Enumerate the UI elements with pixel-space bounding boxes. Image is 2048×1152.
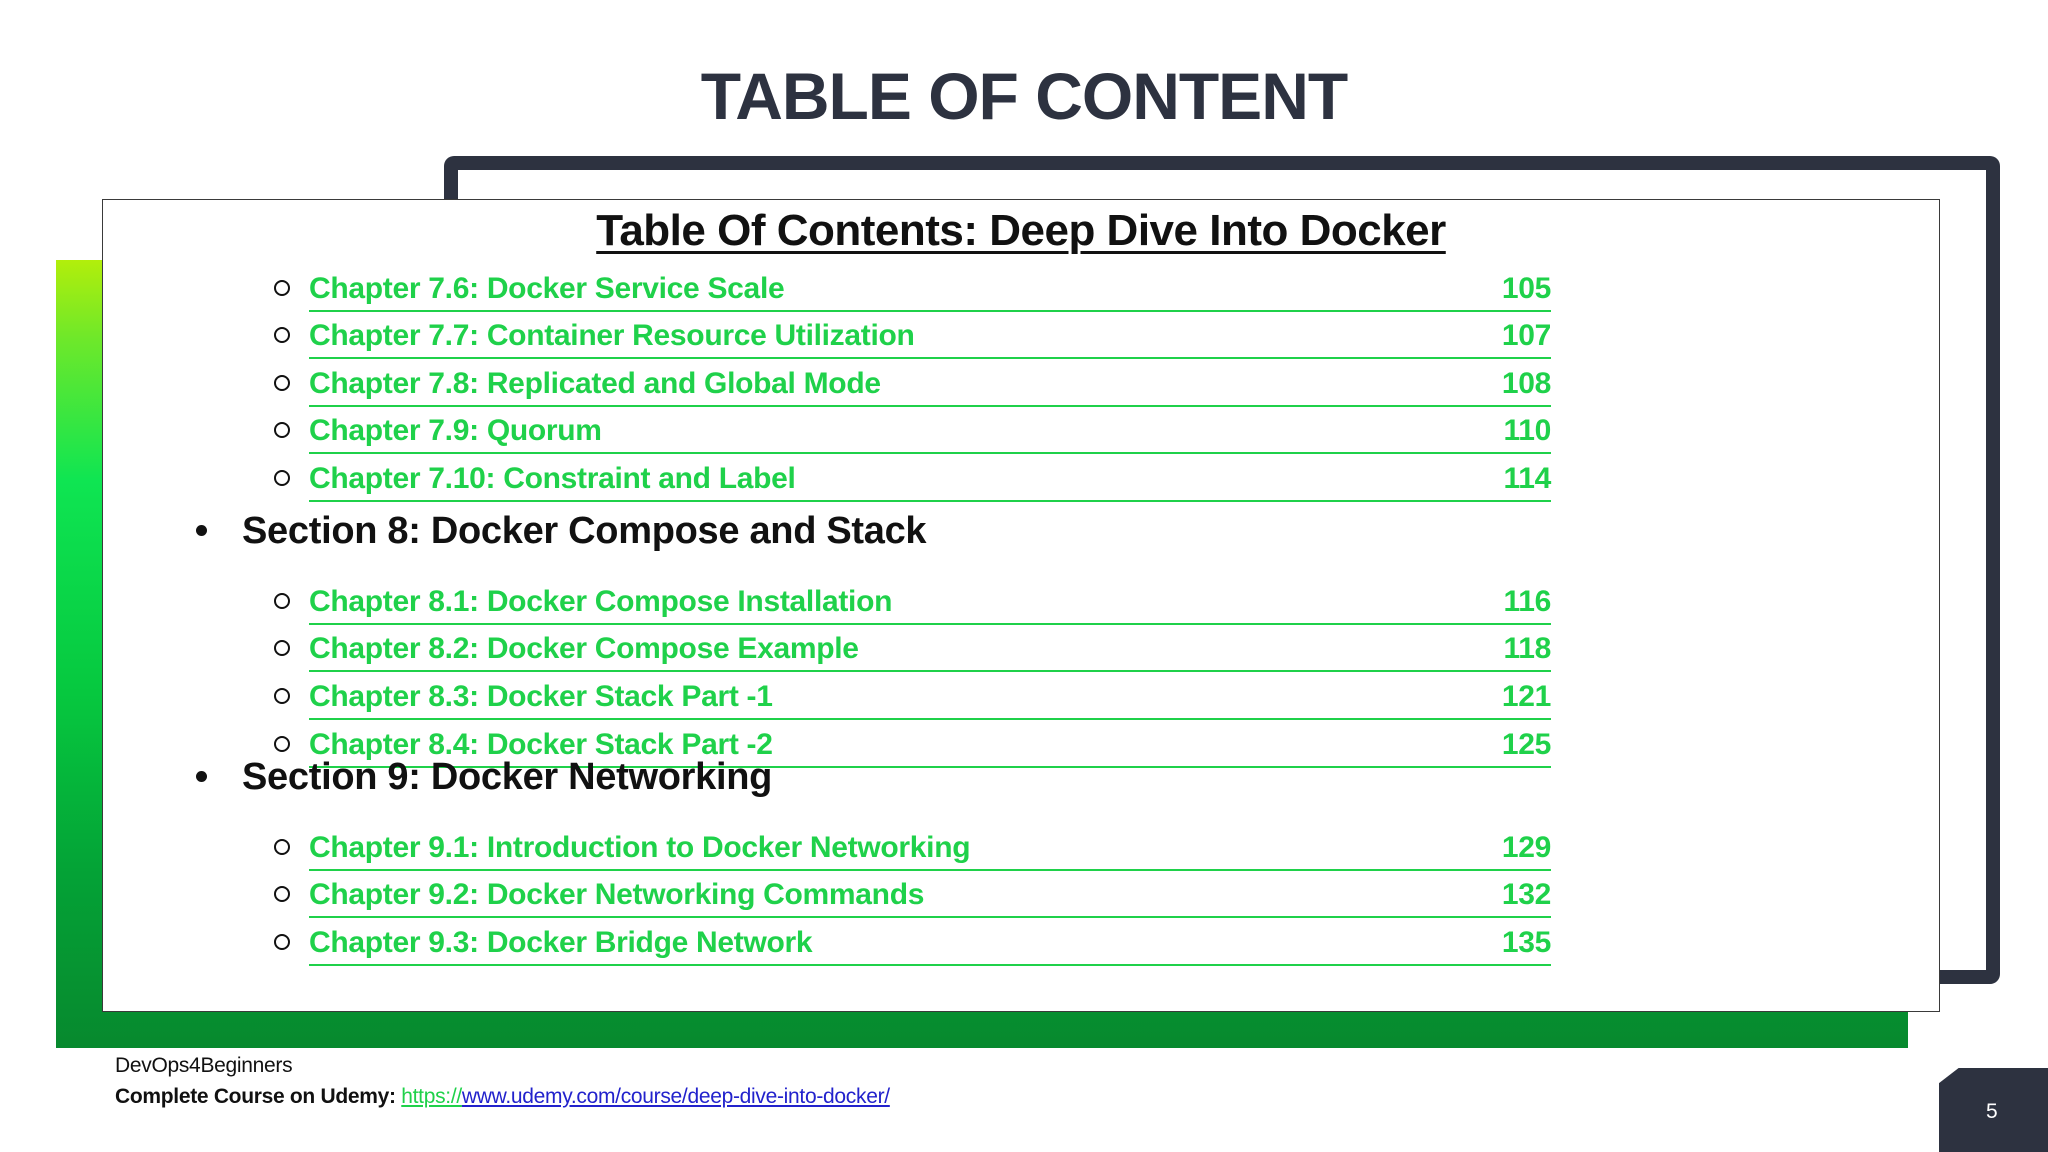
toc-chapter-item[interactable]: Chapter 7.8: Replicated and Global Mode 1… [0, 365, 2048, 409]
toc-chapter-label: Chapter 8.1: Docker Compose Installation [309, 585, 893, 618]
circle-bullet-icon [274, 593, 290, 609]
toc-chapter-item[interactable]: Chapter 9.1: Introduction to Docker Netw… [0, 829, 2048, 873]
toc-chapter-link[interactable]: Chapter 7.6: Docker Service Scale 105 [309, 270, 1551, 312]
toc-chapter-item[interactable]: Chapter 7.10: Constraint and Label 114 [0, 460, 2048, 504]
circle-bullet-icon [274, 934, 290, 950]
footer-course-label: Complete Course on Udemy: [115, 1085, 396, 1108]
bullet-dot-icon [196, 525, 207, 536]
toc-chapter-page: 125 [1501, 728, 1551, 761]
toc-chapter-item[interactable]: Chapter 9.2: Docker Networking Commands 1… [0, 876, 2048, 920]
circle-bullet-icon [274, 688, 290, 704]
page-number-tab [1939, 1068, 2048, 1152]
toc-chapter-item[interactable]: Chapter 8.3: Docker Stack Part -1 121 [0, 678, 2048, 722]
toc-chapter-page: 132 [1501, 878, 1551, 911]
footer-course: Complete Course on Udemy: https://www.ud… [115, 1085, 890, 1109]
toc-chapter-item[interactable]: Chapter 8.4: Docker Stack Part -2 125 [0, 726, 2048, 770]
toc-chapter-page: 107 [1501, 319, 1551, 352]
circle-bullet-icon [274, 280, 290, 296]
circle-bullet-icon [274, 736, 290, 752]
circle-bullet-icon [274, 839, 290, 855]
circle-bullet-icon [274, 422, 290, 438]
toc-chapter-link[interactable]: Chapter 7.8: Replicated and Global Mode 1… [309, 365, 1551, 407]
toc-chapter-page: 108 [1501, 367, 1551, 400]
toc-chapter-label: Chapter 7.7: Container Resource Utilizat… [309, 319, 915, 352]
toc-chapter-page: 129 [1501, 831, 1551, 864]
toc-chapter-page: 135 [1501, 926, 1551, 959]
circle-bullet-icon [274, 470, 290, 486]
toc-chapter-link[interactable]: Chapter 7.7: Container Resource Utilizat… [309, 317, 1551, 359]
circle-bullet-icon [274, 327, 290, 343]
toc-chapter-label: Chapter 7.8: Replicated and Global Mode [309, 367, 881, 400]
toc-chapter-label: Chapter 9.1: Introduction to Docker Netw… [309, 831, 971, 864]
circle-bullet-icon [274, 640, 290, 656]
toc-chapter-link[interactable]: Chapter 9.2: Docker Networking Commands 1… [309, 876, 1551, 918]
toc-chapter-link[interactable]: Chapter 9.1: Introduction to Docker Netw… [309, 829, 1551, 871]
toc-chapter-link[interactable]: Chapter 8.3: Docker Stack Part -1 121 [309, 678, 1551, 720]
toc-chapter-label: Chapter 7.9: Quorum [309, 414, 602, 447]
toc-chapter-item[interactable]: Chapter 7.9: Quorum 110 [0, 412, 2048, 456]
toc-chapter-page: 118 [1503, 632, 1552, 665]
footer-course-url-prefix[interactable]: https:// [401, 1085, 462, 1108]
toc-chapter-link[interactable]: Chapter 7.9: Quorum 110 [309, 412, 1551, 454]
circle-bullet-icon [274, 375, 290, 391]
toc-chapter-link[interactable]: Chapter 8.1: Docker Compose Installation… [309, 583, 1551, 625]
toc-chapter-item[interactable]: Chapter 8.1: Docker Compose Installation… [0, 583, 2048, 627]
toc-chapter-link[interactable]: Chapter 9.3: Docker Bridge Network 135 [309, 924, 1551, 966]
toc-chapter-page: 105 [1501, 272, 1551, 305]
slide-title: TABLE OF CONTENT [700, 59, 1348, 133]
footer-course-url[interactable]: www.udemy.com/course/deep-dive-into-dock… [461, 1085, 890, 1108]
toc-chapter-page: 114 [1503, 462, 1552, 495]
circle-bullet-icon [274, 886, 290, 902]
toc-chapter-link[interactable]: Chapter 8.2: Docker Compose Example 118 [309, 630, 1551, 672]
page-number: 5 [1986, 1100, 1998, 1123]
toc-card-title: Table Of Contents: Deep Dive Into Docker [596, 206, 1446, 255]
toc-chapter-page: 110 [1503, 414, 1552, 447]
toc-chapter-page: 116 [1503, 585, 1552, 618]
toc-chapter-item[interactable]: Chapter 8.2: Docker Compose Example 118 [0, 630, 2048, 674]
toc-chapter-label: Chapter 8.2: Docker Compose Example [309, 632, 859, 665]
toc-section-label: Section 9: Docker Networking [242, 756, 773, 798]
toc-chapter-link[interactable]: Chapter 7.10: Constraint and Label 114 [309, 460, 1551, 502]
toc-chapter-label: Chapter 7.6: Docker Service Scale [309, 272, 785, 305]
toc-card [102, 199, 1940, 1012]
toc-chapter-item[interactable]: Chapter 7.7: Container Resource Utilizat… [0, 317, 2048, 361]
toc-chapter-label: Chapter 7.10: Constraint and Label [309, 462, 796, 495]
toc-section-label: Section 8: Docker Compose and Stack [242, 510, 927, 552]
toc-chapter-link[interactable]: Chapter 8.4: Docker Stack Part -2 125 [309, 726, 1551, 768]
toc-chapter-label: Chapter 9.3: Docker Bridge Network [309, 926, 813, 959]
toc-chapter-item[interactable]: Chapter 9.3: Docker Bridge Network 135 [0, 924, 2048, 968]
toc-chapter-label: Chapter 8.3: Docker Stack Part -1 [309, 680, 773, 713]
toc-chapter-page: 121 [1501, 680, 1551, 713]
toc-chapter-label: Chapter 8.4: Docker Stack Part -2 [309, 728, 773, 761]
bullet-dot-icon [196, 771, 207, 782]
footer-brand: DevOps4Beginners [115, 1054, 293, 1077]
toc-chapter-item[interactable]: Chapter 7.6: Docker Service Scale 105 [0, 270, 2048, 314]
toc-chapter-label: Chapter 9.2: Docker Networking Commands [309, 878, 925, 911]
